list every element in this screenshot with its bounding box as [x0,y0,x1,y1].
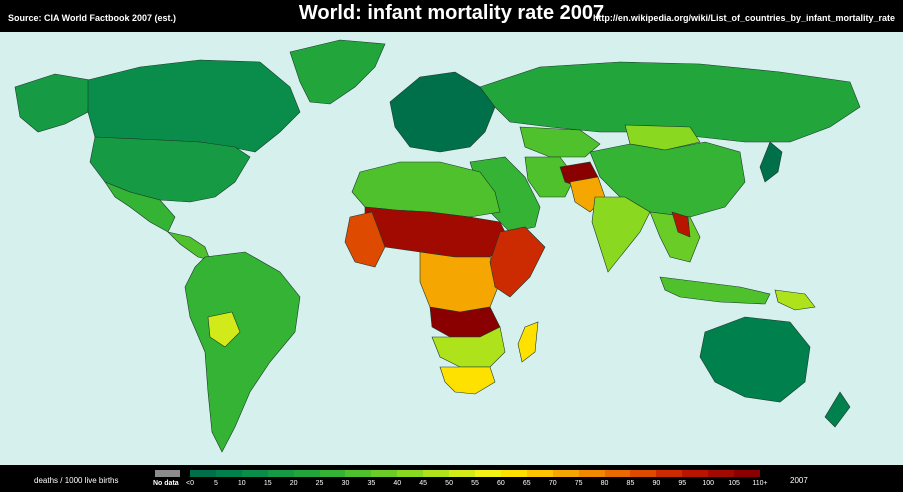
scale-tick-label: 110+ [752,480,768,487]
scale-swatch [500,470,527,477]
header: Source: CIA World Factbook 2007 (est.) W… [0,0,903,32]
color-scale [190,470,760,477]
region-china [589,141,746,218]
region-india [591,196,651,273]
scale-ticks: <0 5 10 15 20 25 30 35 40 45 50 55 60 65 70 75 80 85 90 95 1… [186,480,768,490]
region-papua-new-guinea [774,289,816,311]
scale-swatch [319,470,346,477]
scale-swatch [474,470,501,477]
scale-tick-label: 85 [626,480,635,487]
region-alaska [14,73,91,133]
scale-swatch [241,470,268,477]
scale-tick-label: <0 [186,480,194,487]
scale-swatch [656,470,683,477]
region-mongolia [624,124,701,151]
region-west-africa [344,211,386,268]
scale-swatch [190,470,216,477]
scale-tick-label: 105 [728,480,740,487]
scale-swatch [449,470,475,477]
region-new-zealand [824,391,851,428]
region-north-africa [351,161,501,218]
scale-tick-label: 75 [574,480,583,487]
scale-swatch [215,470,242,477]
region-central-america [167,231,211,261]
legend-year: 2007 [790,476,808,485]
map-svg [14,39,861,453]
scale-tick-label: 65 [522,480,531,487]
legend-unit: deaths / 1000 live births [34,476,119,485]
scale-swatch [708,470,735,477]
source-text: Source: CIA World Factbook 2007 (est.) [8,13,177,23]
region-europe [389,71,496,153]
region-south-america [184,251,301,453]
scale-swatch [345,470,372,477]
scale-swatch [371,470,398,477]
scale-swatch [552,470,579,477]
scale-tick-label: 20 [289,480,298,487]
scale-tick-label: 55 [471,480,479,487]
region-madagascar [517,321,539,363]
scale-tick-label: 95 [678,480,687,487]
region-sahel [364,206,511,258]
source-url: http://en.wikipedia.org/wiki/List_of_cou… [592,13,895,23]
scale-swatch [604,470,631,477]
scale-swatch [734,470,760,477]
region-laos [671,211,691,238]
scale-swatch [267,470,294,477]
region-south-africa [439,366,496,395]
scale-tick-label: 60 [497,480,505,487]
scale-tick-label: 50 [445,480,453,487]
scale-swatch [397,470,424,477]
scale-swatch [293,470,320,477]
region-bolivia [207,311,241,348]
world-map [0,32,903,465]
region-kazakhstan [519,126,601,158]
scale-swatch [682,470,709,477]
scale-tick-label: 30 [341,480,350,487]
no-data-swatch [155,470,180,477]
scale-swatch [630,470,657,477]
legend: deaths / 1000 live births No data <0 5 10 1… [0,465,903,492]
scale-tick-label: 100 [702,480,715,487]
scale-tick-label: 40 [393,480,402,487]
page-title: World: infant mortality rate 2007 [298,2,605,24]
region-greenland [289,39,386,105]
region-southern-africa [431,326,506,368]
scale-tick-label: 5 [213,480,218,487]
region-indonesia [659,276,771,305]
scale-tick-label: 25 [315,480,324,487]
scale-tick-label: 45 [419,480,428,487]
scale-tick-label: 35 [367,480,376,487]
scale-tick-label: 70 [548,480,557,487]
scale-tick-label: 80 [600,480,609,487]
no-data-label: No data [153,480,179,487]
region-australia [699,316,811,403]
region-russia [479,61,861,143]
region-east-africa [489,226,546,298]
region-japan [759,141,783,183]
scale-tick-label: 10 [237,480,246,487]
scale-tick-label: 90 [652,480,661,487]
scale-tick-label: 15 [263,480,272,487]
region-central-africa [419,251,501,313]
scale-swatch [578,470,605,477]
scale-swatch [526,470,553,477]
scale-swatch [423,470,450,477]
